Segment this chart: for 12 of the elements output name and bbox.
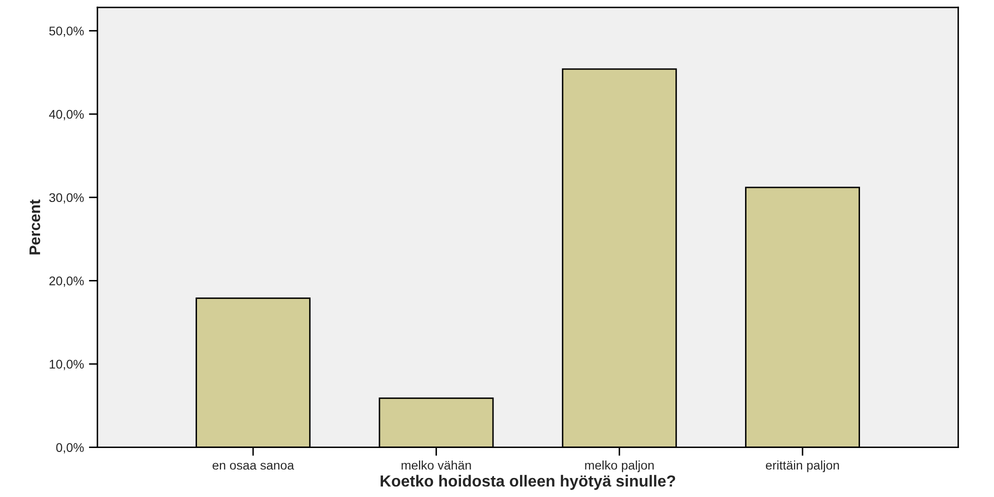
y-tick-label: 50,0% <box>49 26 84 37</box>
x-tick-label: erittäin paljon <box>766 460 839 472</box>
x-tick-label: en osaa sanoa <box>212 462 294 470</box>
x-axis-title: Koetko hoidosta olleen hyötyä sinulle? <box>380 474 676 490</box>
x-tick-label: melko vähän <box>402 460 471 470</box>
y-tick-label: 40,0% <box>49 110 84 120</box>
x-tick-label: melko paljon <box>585 460 654 472</box>
y-tick-label: 30,0% <box>49 193 84 204</box>
y-tick-label: 20,0% <box>49 276 84 287</box>
y-tick-label: 10,0% <box>50 360 84 370</box>
y-tick-label: 0,0% <box>56 443 84 454</box>
y-axis-title: Percent <box>30 200 40 254</box>
